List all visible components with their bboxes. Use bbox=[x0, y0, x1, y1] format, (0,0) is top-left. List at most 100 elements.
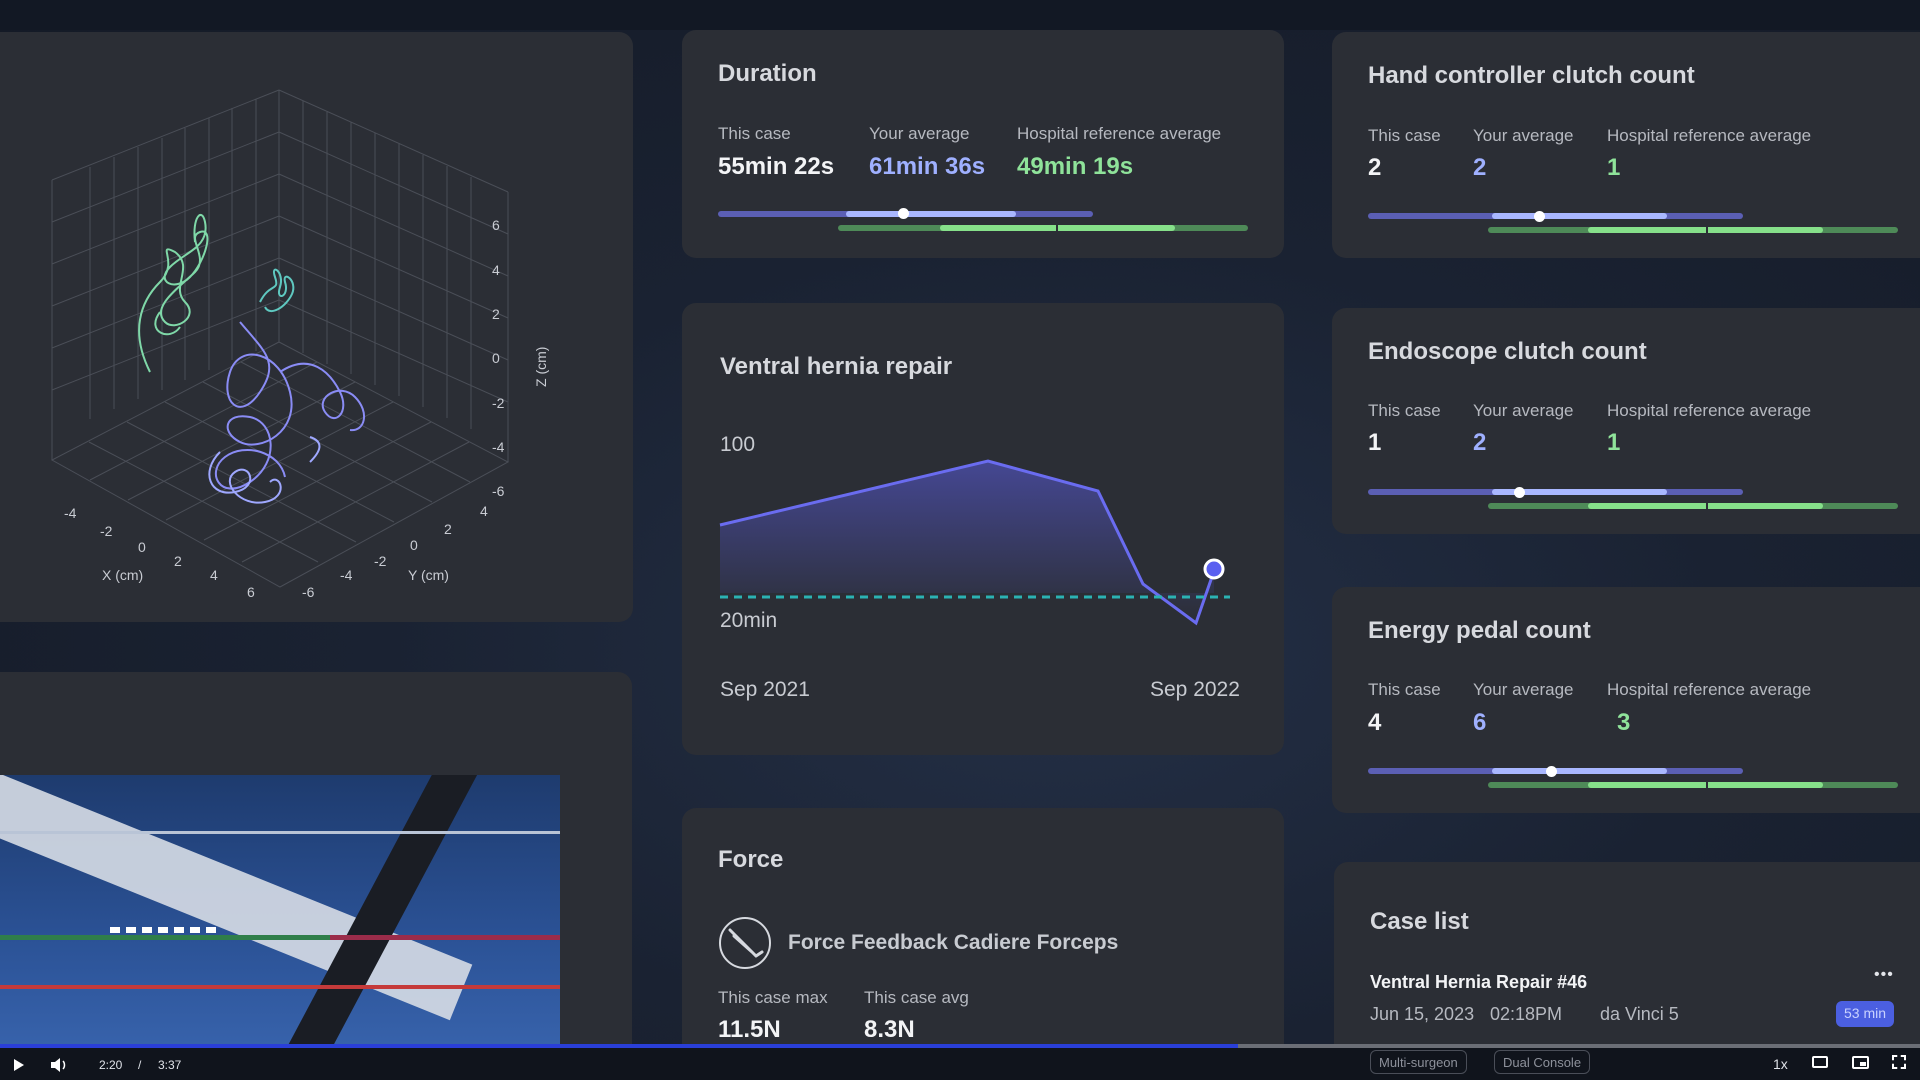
x-end-label: Sep 2022 bbox=[1150, 678, 1240, 701]
force-max-label: This case max bbox=[718, 988, 828, 1007]
this-case-label: This case bbox=[1368, 126, 1441, 145]
captions-icon[interactable] bbox=[1812, 1056, 1828, 1068]
hospital-iqr-bar bbox=[1588, 782, 1823, 788]
x-tick: 2 bbox=[174, 553, 182, 569]
hospital-average-value: 1 bbox=[1607, 429, 1621, 456]
z-tick: 2 bbox=[492, 306, 500, 322]
trend-chart bbox=[719, 459, 1230, 626]
case-system: da Vinci 5 bbox=[1600, 1004, 1679, 1024]
hospital-average-label: Hospital reference average bbox=[1017, 124, 1222, 143]
this-case-marker bbox=[1546, 766, 1557, 777]
hospital-median-tick bbox=[1706, 501, 1708, 511]
hospital-average-value: 49min 19s bbox=[1017, 153, 1134, 180]
duration-badge: 53 min bbox=[1836, 1001, 1895, 1027]
trend-line bbox=[719, 459, 1216, 626]
endoscope-video[interactable] bbox=[0, 775, 560, 1072]
this-case-value: 55min 22s bbox=[718, 153, 835, 180]
case-list-item[interactable]: Ventral Hernia Repair #46 Jun 15, 2023 0… bbox=[1370, 972, 1920, 1052]
x-tick: 0 bbox=[138, 539, 146, 555]
z-tick: -2 bbox=[492, 395, 505, 411]
hospital-average-label: Hospital reference average bbox=[1607, 126, 1812, 145]
your-average-label: Your average bbox=[1473, 680, 1574, 699]
hospital-median-tick bbox=[1706, 225, 1708, 235]
x-tick: 6 bbox=[247, 584, 255, 600]
trend-card: Ventral hernia repair 100 20min Sep 2021… bbox=[682, 303, 1284, 755]
force-title: Force bbox=[718, 846, 784, 873]
video-controls: 2:20 / 3:37 Multi-surgeon Dual Console 1… bbox=[0, 1044, 1920, 1080]
hospital-iqr-bar bbox=[1588, 503, 1823, 509]
hospital-average-value: 1 bbox=[1607, 154, 1621, 181]
z-tick: 6 bbox=[492, 217, 500, 233]
your-iqr-bar bbox=[1492, 768, 1667, 774]
x-tick: -2 bbox=[100, 523, 113, 539]
case-list-card: Case list Ventral Hernia Repair #46 Jun … bbox=[1334, 862, 1920, 1062]
total-time: 3:37 bbox=[158, 1058, 182, 1072]
time-separator: / bbox=[138, 1058, 142, 1072]
this-case-label: This case bbox=[1368, 680, 1441, 699]
playback-speed-button[interactable]: 1x bbox=[1773, 1056, 1788, 1072]
volume-icon[interactable] bbox=[50, 1057, 68, 1073]
endoscope-clutch-card: Endoscope clutch count This case Your av… bbox=[1332, 308, 1920, 534]
energy-pedal-card: Energy pedal count This case Your averag… bbox=[1332, 587, 1920, 813]
case-time: 02:18PM bbox=[1490, 1004, 1563, 1024]
force-max-value: 11.5N bbox=[718, 1016, 781, 1043]
hand-clutch-title: Hand controller clutch count bbox=[1368, 62, 1695, 89]
y-tick: -2 bbox=[374, 553, 387, 569]
this-case-value: 2 bbox=[1368, 154, 1382, 181]
y-axis-label: Y (cm) bbox=[408, 567, 449, 583]
endoscope-clutch-title: Endoscope clutch count bbox=[1368, 338, 1647, 365]
your-average-label: Your average bbox=[1473, 401, 1574, 420]
picture-in-picture-icon[interactable] bbox=[1852, 1056, 1869, 1069]
fullscreen-icon[interactable] bbox=[1892, 1055, 1906, 1069]
this-case-marker bbox=[1514, 487, 1525, 498]
case-name: Ventral Hernia Repair #46 bbox=[1370, 972, 1588, 992]
tag-multi-surgeon: Multi-surgeon bbox=[1370, 1050, 1467, 1074]
force-card: Force Force Feedback Cadiere Forceps Thi… bbox=[682, 808, 1284, 1058]
z-tick: -4 bbox=[492, 439, 505, 455]
y-tick: 2 bbox=[444, 521, 452, 537]
play-button[interactable] bbox=[14, 1059, 24, 1071]
more-options-button[interactable]: ••• bbox=[1874, 966, 1894, 983]
your-average-label: Your average bbox=[869, 124, 970, 143]
x-axis-label: X (cm) bbox=[102, 567, 143, 583]
this-case-marker bbox=[898, 208, 909, 219]
your-average-label: Your average bbox=[1473, 126, 1574, 145]
y-tick: 4 bbox=[480, 503, 488, 519]
this-case-value: 1 bbox=[1368, 429, 1382, 456]
trend-area bbox=[720, 461, 1214, 623]
hospital-average-label: Hospital reference average bbox=[1607, 401, 1812, 420]
endoscope-video-card bbox=[0, 672, 632, 1072]
your-average-value: 61min 36s bbox=[869, 153, 986, 180]
x-tick: -4 bbox=[64, 505, 77, 521]
hospital-iqr-bar bbox=[1588, 227, 1823, 233]
top-band bbox=[0, 0, 1920, 30]
tag-dual-console: Dual Console bbox=[1494, 1050, 1591, 1074]
hospital-median-tick bbox=[1706, 780, 1708, 790]
your-iqr-bar bbox=[1492, 489, 1667, 495]
force-avg-value: 8.3N bbox=[864, 1016, 915, 1043]
y-top-label: 100 bbox=[720, 433, 756, 456]
trajectory-paths bbox=[138, 214, 365, 504]
hospital-average-label: Hospital reference average bbox=[1607, 680, 1812, 699]
y-ref-label: 20min bbox=[720, 609, 778, 632]
this-case-label: This case bbox=[1368, 401, 1441, 420]
your-average-value: 2 bbox=[1473, 429, 1487, 456]
hospital-average-value: 3 bbox=[1617, 709, 1631, 736]
your-iqr-bar bbox=[846, 211, 1016, 217]
z-tick: 4 bbox=[492, 262, 500, 278]
x-tick: 4 bbox=[210, 567, 218, 583]
forceps-icon bbox=[719, 917, 771, 969]
this-case-label: This case bbox=[718, 124, 791, 143]
duration-title: Duration bbox=[718, 60, 817, 87]
energy-pedal-title: Energy pedal count bbox=[1368, 617, 1591, 644]
force-avg-label: This case avg bbox=[864, 988, 969, 1007]
this-case-marker bbox=[1534, 211, 1545, 222]
your-average-value: 6 bbox=[1473, 709, 1487, 736]
trajectory-3d-plot: 6 4 2 0 -2 -4 -6 -4 -2 0 2 4 6 4 2 0 -2 … bbox=[50, 89, 549, 600]
trajectory-3d-card: 6 4 2 0 -2 -4 -6 -4 -2 0 2 4 6 4 2 0 -2 … bbox=[0, 32, 633, 622]
x-start-label: Sep 2021 bbox=[720, 678, 810, 701]
y-tick: 0 bbox=[410, 537, 418, 553]
hospital-median-tick bbox=[1056, 223, 1058, 233]
current-case-point[interactable] bbox=[1203, 558, 1225, 580]
z-axis-label: Z (cm) bbox=[533, 347, 549, 387]
